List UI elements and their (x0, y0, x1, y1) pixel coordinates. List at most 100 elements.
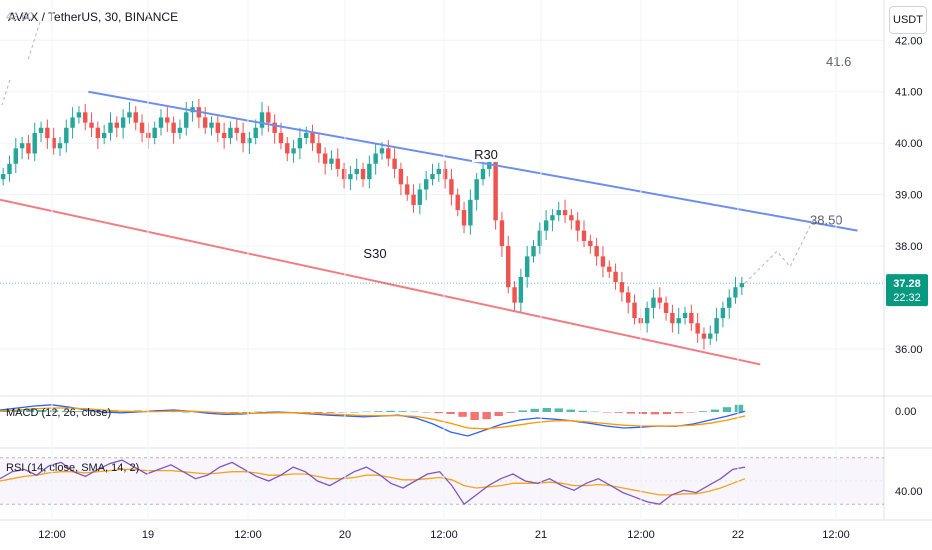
macd-histogram-bar (338, 412, 347, 413)
candle-body (348, 174, 353, 180)
support-label-bg (361, 243, 389, 260)
macd-histogram-bar (638, 412, 648, 414)
candle-body (663, 302, 669, 313)
candle-body (480, 168, 486, 180)
candle-body (411, 194, 416, 205)
candle-body (569, 215, 574, 221)
candle-body (322, 153, 328, 164)
candle-body (139, 122, 145, 133)
y-tick-label: 41.00 (895, 87, 923, 99)
candle-body (215, 122, 221, 133)
candle-body (499, 220, 505, 247)
candle-body (524, 256, 530, 277)
signal-line (0, 407, 746, 430)
candle-body (240, 132, 246, 144)
macd-histogram-bar (25, 409, 35, 412)
macd-histogram-bar (470, 412, 479, 420)
candle-body (657, 297, 662, 303)
macd-line (0, 404, 746, 437)
candle-body (506, 246, 511, 288)
y-tick-label: 40.00 (895, 138, 923, 150)
top-left-value: 42.60 (6, 11, 34, 23)
macd-histogram-bar (410, 411, 419, 413)
candle-body (133, 112, 138, 123)
candle-body (468, 199, 473, 226)
dashed-projection-top (1, 21, 41, 106)
candle-body (335, 158, 340, 169)
last-price-value: 37.28 (893, 278, 921, 290)
macd-histogram-bar (85, 411, 95, 413)
y-tick-label: 36.00 (895, 344, 923, 356)
x-tick-label: 12:00 (627, 529, 655, 541)
macd-histogram-bar (698, 411, 708, 412)
candle-body (461, 210, 467, 226)
macd-histogram-bar (386, 410, 395, 412)
x-tick-label: 21 (535, 529, 547, 541)
rsi-y-tick: 40.00 (895, 486, 923, 498)
currency-button[interactable]: USDT (889, 6, 927, 34)
candle-body (720, 307, 726, 319)
candle-body (398, 168, 404, 185)
macd-histogram-bar (458, 412, 467, 417)
candle-body (38, 127, 44, 133)
resistance-label: R30 (474, 147, 498, 162)
x-tick-label: 12:00 (234, 529, 262, 541)
candle-body (689, 312, 694, 324)
candle-body (177, 127, 183, 133)
candle-body (708, 333, 713, 339)
macd-histogram-bar (506, 412, 515, 413)
candle-body (556, 210, 561, 216)
candle-body (209, 122, 214, 128)
projection-path (744, 220, 814, 284)
candle-body (588, 240, 593, 247)
candle-body (543, 220, 549, 231)
candle-body (354, 168, 359, 175)
macd-histogram-bar (446, 412, 455, 414)
macd-histogram-bar (578, 410, 587, 412)
candle-body (600, 256, 606, 267)
candle-body (733, 287, 738, 298)
macd-histogram-bar (530, 408, 539, 412)
countdown-value: 22:32 (893, 292, 921, 304)
candle-body (518, 276, 524, 303)
candle-body (184, 112, 189, 128)
candle-body (386, 148, 391, 159)
candle-body (114, 122, 120, 128)
macd-histogram-bar (37, 410, 47, 412)
candle-body (575, 220, 580, 231)
macd-histogram-bar (542, 408, 551, 412)
support-label: S30 (363, 246, 386, 261)
candle-body (676, 318, 681, 324)
candle-body (152, 127, 157, 139)
candle-body (51, 138, 56, 149)
candle-body (360, 168, 366, 180)
macd-histogram-bar (434, 412, 443, 414)
candle-body (613, 271, 618, 283)
x-tick-label: 22 (732, 529, 744, 541)
candle-body (455, 194, 460, 211)
x-tick-label: 12:00 (430, 529, 458, 541)
candle-body (7, 163, 12, 175)
macd-histogram-bar (518, 410, 527, 412)
candle-body (253, 127, 258, 139)
macd-label: MACD (12, 26, close) (6, 407, 111, 419)
candle-body (120, 117, 126, 128)
candle-body (266, 112, 271, 123)
candle-body (19, 143, 25, 149)
candle-body (512, 287, 517, 303)
candle-body (70, 117, 75, 128)
candle-body (430, 174, 435, 180)
candle-body (701, 333, 707, 339)
candle-body (64, 127, 69, 144)
macd-histogram-bar (422, 412, 431, 413)
candle-body (272, 122, 277, 133)
candle-body (303, 132, 309, 139)
candle-body (714, 318, 719, 334)
macd-histogram-bar (242, 412, 251, 413)
candle-body (625, 292, 631, 303)
candle-body (581, 230, 587, 241)
rsi-ma-line (0, 468, 746, 496)
candle-body (670, 312, 675, 324)
candle-body (291, 148, 296, 154)
